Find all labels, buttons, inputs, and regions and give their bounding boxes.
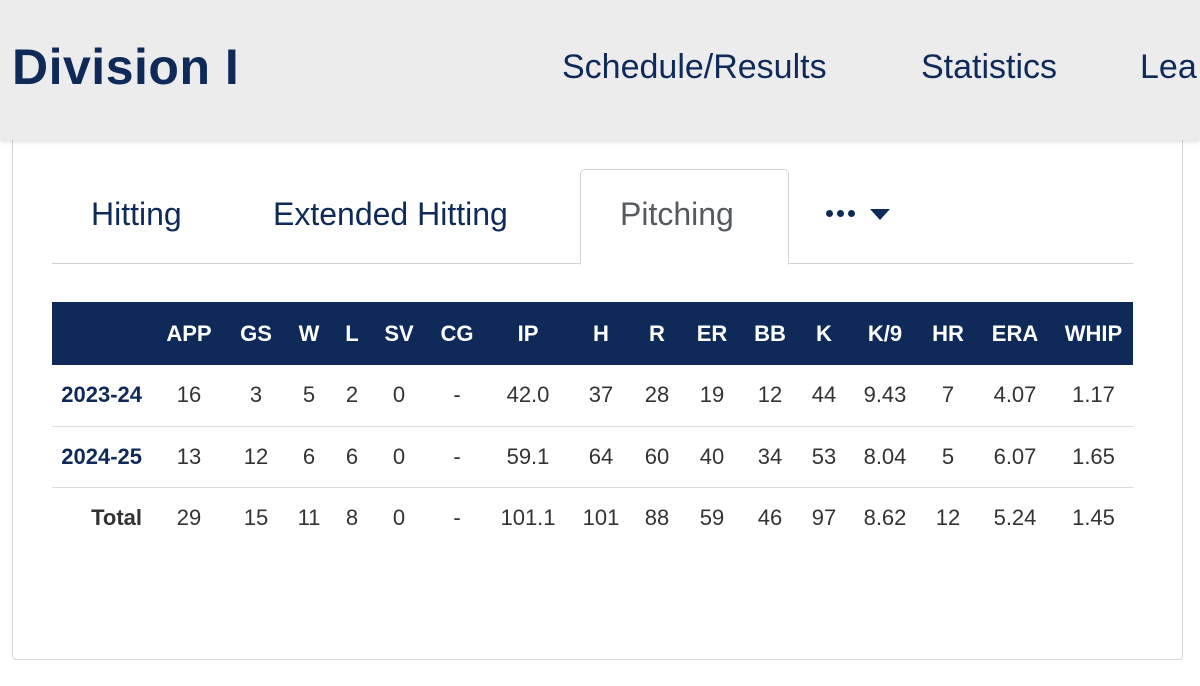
stat-cell: 28 xyxy=(644,382,670,408)
column-header[interactable]: GS xyxy=(240,320,272,346)
division-title: Division I xyxy=(12,39,240,95)
stat-cell: 1.65 xyxy=(1072,443,1115,469)
column-header[interactable]: WHIP xyxy=(1064,320,1123,346)
tab-hitting[interactable]: Hitting xyxy=(91,196,182,232)
stat-cell: 6 xyxy=(302,443,316,469)
column-header[interactable]: W xyxy=(298,320,320,346)
stat-cell: 101 xyxy=(582,504,620,530)
stat-cell: 88 xyxy=(644,504,670,530)
stat-cell: 34 xyxy=(757,443,783,469)
tab-pitching[interactable]: Pitching xyxy=(580,169,789,265)
column-header[interactable]: ERA xyxy=(991,320,1039,346)
table-header-row: APP GS W L SV CG IP H R ER BB K K/9 HR ERA WHIP xyxy=(52,302,1133,365)
column-header[interactable]: CG xyxy=(440,320,474,346)
stat-cell: 13 xyxy=(176,443,202,469)
stat-cell: 9.43 xyxy=(863,382,907,408)
stat-cell: - xyxy=(453,443,461,469)
stat-cell: 8 xyxy=(345,504,359,530)
stat-cell: 0 xyxy=(392,504,406,530)
ellipsis-icon xyxy=(826,210,855,217)
nav-statistics[interactable]: Statistics xyxy=(921,48,1058,86)
stat-cell: 7 xyxy=(941,382,955,408)
stat-cell: 5.24 xyxy=(993,504,1037,530)
column-header[interactable]: H xyxy=(593,320,609,346)
column-header[interactable]: BB xyxy=(754,320,786,346)
table-row: 2023-24 16 3 5 2 0 - 42.0 37 28 19 12 44 9.43 7 4.07 1.1… xyxy=(52,365,1133,426)
stat-cell: 44 xyxy=(811,382,837,408)
column-header[interactable]: SV xyxy=(384,320,414,346)
stat-cell: 8.04 xyxy=(863,443,907,469)
more-tabs-dropdown[interactable] xyxy=(826,198,896,230)
stat-cell: - xyxy=(453,382,461,408)
stat-cell: 101.1 xyxy=(500,504,556,530)
stat-cell: 53 xyxy=(811,443,837,469)
season-link[interactable]: 2024-25 xyxy=(61,443,142,469)
stat-cell: - xyxy=(453,504,461,530)
column-header[interactable]: K/9 xyxy=(867,320,903,346)
stat-cell: 97 xyxy=(811,504,837,530)
stat-cell: 19 xyxy=(699,382,725,408)
nav-leaders[interactable]: Lea xyxy=(1140,48,1197,86)
column-header-blank xyxy=(52,302,150,365)
stat-cell: 64 xyxy=(588,443,614,469)
total-row: Total 29 15 11 8 0 - 101.1 101 88 59 46 97 8.62 12 5.24… xyxy=(52,487,1133,548)
nav-schedule-results[interactable]: Schedule/Results xyxy=(562,48,827,86)
column-header[interactable]: ER xyxy=(696,320,728,346)
pitching-stats-table: APP GS W L SV CG IP H R ER BB K K/9 HR ERA WHIP 2023-24… xyxy=(52,302,1133,548)
site-header: Division I Schedule/Results Statistics L… xyxy=(0,0,1200,140)
stat-cell: 46 xyxy=(757,504,783,530)
stat-cell: 29 xyxy=(176,504,202,530)
column-header[interactable]: R xyxy=(649,320,665,346)
stat-cell: 11 xyxy=(297,504,321,530)
stat-cell: 8.62 xyxy=(863,504,907,530)
column-header[interactable]: L xyxy=(345,320,359,346)
stat-cell: 12 xyxy=(243,443,269,469)
stat-cell: 1.17 xyxy=(1072,382,1115,408)
stat-cell: 59.1 xyxy=(506,443,550,469)
stat-cell: 6.07 xyxy=(993,443,1037,469)
caret-down-icon xyxy=(870,209,890,220)
stat-cell: 60 xyxy=(644,443,670,469)
stat-cell: 5 xyxy=(302,382,316,408)
stat-cell: 0 xyxy=(392,443,406,469)
stat-cell: 15 xyxy=(243,504,269,530)
stat-cell: 1.45 xyxy=(1072,504,1115,530)
tab-pitching-label: Pitching xyxy=(620,196,734,232)
stat-cell: 12 xyxy=(935,504,961,530)
table-row: 2024-25 13 12 6 6 0-59.1 64 60 40 34 53 8.04 5 6.07 1.… xyxy=(52,426,1133,487)
stat-cell: 4.07 xyxy=(993,382,1037,408)
stat-cell: 40 xyxy=(699,443,725,469)
stat-cell: 3 xyxy=(249,382,263,408)
stat-cell: 12 xyxy=(757,382,783,408)
stat-cell: 5 xyxy=(941,443,955,469)
column-header[interactable]: APP xyxy=(166,320,212,346)
column-header[interactable]: IP xyxy=(517,320,539,346)
stat-cell: 42.0 xyxy=(506,382,550,408)
stat-cell: 6 xyxy=(345,443,359,469)
total-label: Total xyxy=(91,504,142,530)
stat-cell: 16 xyxy=(176,382,202,408)
season-link[interactable]: 2023-24 xyxy=(61,382,142,408)
table-body: 2023-24 16 3 5 2 0 - 42.0 37 28 19 12 44 9.43 7 4.07 1.1… xyxy=(52,365,1133,548)
stat-cell: 37 xyxy=(588,382,614,408)
column-header[interactable]: HR xyxy=(932,320,964,346)
stat-cell: 0 xyxy=(392,382,406,408)
stat-cell: 2 xyxy=(345,382,359,408)
column-header[interactable]: K xyxy=(816,320,832,346)
tab-extended-hitting[interactable]: Extended Hitting xyxy=(273,196,508,232)
stat-cell: 59 xyxy=(699,504,725,530)
